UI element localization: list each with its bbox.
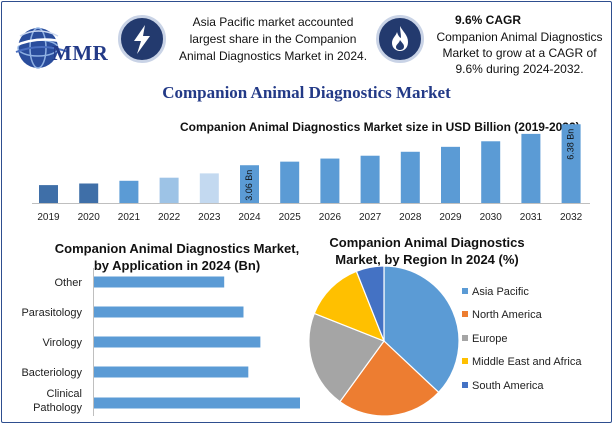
bar-2030 <box>481 141 501 203</box>
bar-virology <box>94 336 261 348</box>
x-tick-label: 2021 <box>118 212 141 223</box>
y-tick-label: Pathology <box>33 402 82 414</box>
pie-slice-middle-east-and-africa <box>313 270 386 343</box>
y-tick-label: Other <box>54 277 82 289</box>
bar-data-label: 3.06 Bn <box>244 170 254 201</box>
x-tick-label: 2029 <box>439 212 462 223</box>
y-tick-label: Bacteriology <box>21 367 82 379</box>
legend-label: South America <box>472 380 544 392</box>
bar-clinical-pathology <box>94 397 300 409</box>
x-tick-label: 2030 <box>480 212 503 223</box>
market-size-chart-title: Companion Animal Diagnostics Market size… <box>180 120 580 134</box>
x-tick-label: 2025 <box>279 212 302 223</box>
y-tick-label: Clinical <box>47 388 82 400</box>
bar-2027 <box>360 155 380 203</box>
bar-2031 <box>521 133 541 203</box>
x-tick-label: 2023 <box>198 212 221 223</box>
info-asia-pacific: Asia Pacific market accounted largest sh… <box>178 15 368 63</box>
bar-2022 <box>159 177 179 203</box>
region-chart-title: Companion Animal Diagnostics Market, by … <box>329 235 525 267</box>
bar-2029 <box>441 146 460 203</box>
bar-2020 <box>79 183 99 203</box>
bar-2032 <box>561 124 581 203</box>
legend-swatch <box>462 335 468 341</box>
pie-slice-south-america <box>355 265 385 342</box>
legend-swatch <box>462 382 468 388</box>
y-tick-label: Virology <box>42 337 82 349</box>
bar-data-label: 6.38 Bn <box>565 129 575 160</box>
bar-2028 <box>400 151 420 203</box>
cagr-title: 9.6% CAGR <box>455 13 522 27</box>
legend-swatch <box>462 358 468 364</box>
legend-label: Asia Pacific <box>472 286 529 298</box>
application-chart-title: Companion Animal Diagnostics Market, by … <box>54 241 300 273</box>
bar-2025 <box>280 161 300 203</box>
x-tick-label: 2027 <box>359 212 382 223</box>
legend-label: Europe <box>472 333 507 345</box>
application-bar-chart: Other Parasitology Virology Bacteriology Cli… <box>21 268 300 416</box>
bar-bacteriology <box>94 366 249 378</box>
legend-label: North America <box>472 309 543 321</box>
x-tick-label: 2028 <box>399 212 422 223</box>
info-circle-flame <box>376 15 424 63</box>
bar-2026 <box>320 158 340 203</box>
bar-2019 <box>39 185 58 203</box>
info-circle-bolt <box>118 15 166 63</box>
bar-2021 <box>119 180 139 203</box>
legend-swatch <box>462 311 468 317</box>
lightning-bolt-icon <box>134 25 150 54</box>
globe-icon <box>13 27 71 69</box>
bar-2024 <box>240 165 259 203</box>
bar-other <box>94 276 225 288</box>
mmr-logo <box>12 22 112 72</box>
x-tick-label: 2031 <box>520 212 543 223</box>
page-title: Companion Animal Diagnostics Market <box>162 83 451 102</box>
pie-slice-europe <box>308 312 385 403</box>
logo-text: MMR <box>52 41 109 65</box>
legend-label: Middle East and Africa <box>472 356 582 368</box>
market-size-bar-chart: 2019 2020 2021 2022 2023 2024 3.06 Bn 2025 2026 2… <box>32 124 590 223</box>
cagr-text: Companion Animal Diagnostics Market to g… <box>436 30 603 76</box>
x-tick-label: 2019 <box>37 212 60 223</box>
pie-slice-north-america <box>339 340 440 417</box>
x-tick-label: 2026 <box>319 212 342 223</box>
y-tick-label: Parasitology <box>21 307 82 319</box>
x-tick-label: 2024 <box>238 212 261 223</box>
bar-2023 <box>199 173 219 203</box>
flame-icon <box>392 26 408 51</box>
x-tick-label: 2032 <box>560 212 583 223</box>
x-tick-label: 2022 <box>158 212 181 223</box>
bar-parasitology <box>94 306 244 318</box>
legend-swatch <box>462 288 468 294</box>
x-tick-label: 2020 <box>78 212 101 223</box>
pie-slice-asia-pacific <box>383 265 460 394</box>
